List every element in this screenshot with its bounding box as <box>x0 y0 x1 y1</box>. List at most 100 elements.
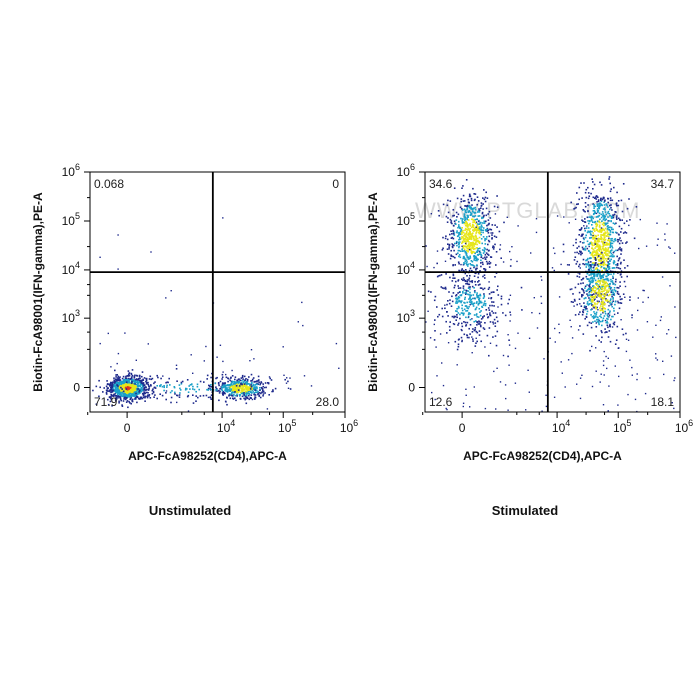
event-dot <box>578 263 581 266</box>
event-dot <box>603 201 605 204</box>
event-dot <box>558 332 561 334</box>
quadrant-upper-right-value: 0 <box>332 177 339 191</box>
event-dot <box>469 232 471 235</box>
event-dot <box>608 285 611 288</box>
event-dot <box>599 315 601 317</box>
event-dot <box>586 231 589 234</box>
event-dot <box>483 189 485 191</box>
event-dot <box>488 309 491 311</box>
event-dot <box>128 400 130 403</box>
event-dot <box>457 232 460 234</box>
event-dot <box>494 243 496 246</box>
event-dot <box>251 378 254 381</box>
event-dot <box>625 332 627 335</box>
event-dot <box>237 389 240 391</box>
event-dot <box>489 217 492 219</box>
event-dot <box>500 297 503 300</box>
event-dot <box>116 388 119 390</box>
event-dot <box>462 194 465 197</box>
event-dot <box>449 329 451 331</box>
event-dot <box>602 307 605 310</box>
event-dot <box>253 386 256 389</box>
event-dot <box>455 302 457 304</box>
event-dot <box>625 242 627 244</box>
event-dot <box>580 182 582 184</box>
event-dot <box>466 261 468 263</box>
event-dot <box>607 212 609 214</box>
event-dot <box>161 394 164 397</box>
event-dot <box>226 389 229 391</box>
event-dot <box>566 264 569 266</box>
event-dot <box>143 392 145 395</box>
event-dot <box>472 264 474 267</box>
event-dot <box>488 235 491 238</box>
event-dot <box>600 262 603 264</box>
event-dot <box>111 382 114 384</box>
event-dot <box>487 316 490 318</box>
event-dot <box>600 199 602 201</box>
event-dot <box>464 229 466 232</box>
event-dot <box>598 247 600 250</box>
event-dot <box>574 251 576 254</box>
event-dot <box>600 259 602 262</box>
event-dot <box>441 287 444 289</box>
event-dot <box>470 233 473 235</box>
event-dot <box>477 294 480 297</box>
event-dot <box>613 240 615 243</box>
event-dot <box>462 402 465 404</box>
event-dot <box>465 388 467 390</box>
event-dot <box>234 376 237 378</box>
event-dot <box>474 206 477 209</box>
event-dot <box>636 373 638 375</box>
event-dot <box>452 233 455 235</box>
event-dot <box>473 265 476 267</box>
event-dot <box>497 294 500 296</box>
event-dot <box>602 281 604 283</box>
event-dot <box>236 393 238 396</box>
event-dot <box>480 238 483 240</box>
event-dot <box>310 385 313 387</box>
event-dot <box>596 240 599 243</box>
event-dot <box>600 276 602 278</box>
event-dot <box>469 274 471 277</box>
event-dot <box>474 243 476 245</box>
event-dot <box>465 293 467 295</box>
event-dot <box>579 397 582 400</box>
event-dot <box>475 222 477 225</box>
event-dot <box>457 226 459 229</box>
event-dot <box>605 203 608 205</box>
event-dot <box>143 386 146 389</box>
event-dot <box>585 262 587 265</box>
event-dot <box>462 245 465 247</box>
event-dot <box>470 208 473 210</box>
event-dot <box>124 392 126 395</box>
event-dot <box>596 283 598 285</box>
event-dot <box>478 231 480 234</box>
event-dot <box>473 199 476 202</box>
event-dot <box>610 217 613 219</box>
event-dot <box>458 236 461 239</box>
event-dot <box>507 302 509 305</box>
event-dot <box>617 293 620 295</box>
event-dot <box>478 232 481 235</box>
event-dot <box>246 383 248 386</box>
event-dot <box>232 388 234 390</box>
event-dot <box>477 250 479 252</box>
event-dot <box>478 230 481 233</box>
event-dot <box>472 219 475 222</box>
event-dot <box>469 211 472 214</box>
event-dot <box>165 392 167 394</box>
event-dot <box>456 244 458 247</box>
event-dot <box>143 384 145 386</box>
event-dot <box>541 279 543 281</box>
event-dot <box>226 396 228 399</box>
event-dot <box>574 300 576 302</box>
event-dot <box>233 388 235 391</box>
event-dot <box>243 388 246 391</box>
event-dot <box>167 381 169 384</box>
event-dot <box>606 270 608 272</box>
event-dot <box>289 388 292 390</box>
event-dot <box>673 379 675 382</box>
event-dot <box>587 204 589 206</box>
event-dot <box>436 375 438 377</box>
